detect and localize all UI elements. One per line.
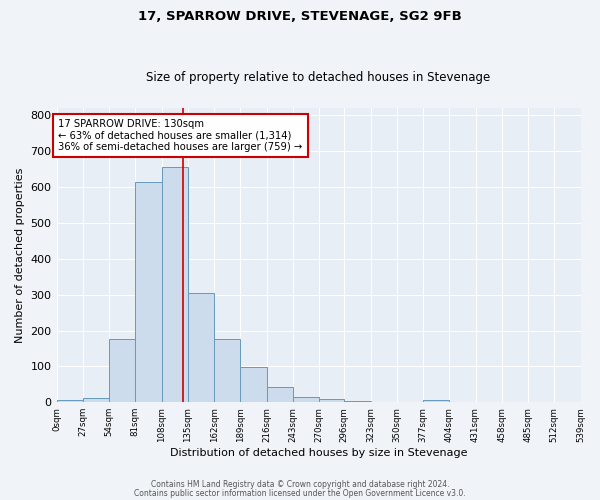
Bar	[240, 368, 266, 402]
Bar	[266, 387, 293, 402]
Text: Contains public sector information licensed under the Open Government Licence v3: Contains public sector information licen…	[134, 488, 466, 498]
Bar	[135, 182, 161, 402]
Title: Size of property relative to detached houses in Stevenage: Size of property relative to detached ho…	[146, 70, 491, 84]
Text: 17, SPARROW DRIVE, STEVENAGE, SG2 9FB: 17, SPARROW DRIVE, STEVENAGE, SG2 9FB	[138, 10, 462, 23]
Bar	[344, 401, 371, 402]
Y-axis label: Number of detached properties: Number of detached properties	[15, 168, 25, 343]
Bar	[83, 398, 109, 402]
Bar	[214, 340, 240, 402]
Bar	[109, 340, 135, 402]
Bar	[423, 400, 449, 402]
Text: 17 SPARROW DRIVE: 130sqm
← 63% of detached houses are smaller (1,314)
36% of sem: 17 SPARROW DRIVE: 130sqm ← 63% of detach…	[58, 119, 303, 152]
Text: Contains HM Land Registry data © Crown copyright and database right 2024.: Contains HM Land Registry data © Crown c…	[151, 480, 449, 489]
Bar	[161, 168, 188, 402]
Bar	[293, 397, 319, 402]
X-axis label: Distribution of detached houses by size in Stevenage: Distribution of detached houses by size …	[170, 448, 467, 458]
Bar	[319, 400, 344, 402]
Bar	[56, 400, 83, 402]
Bar	[188, 293, 214, 402]
